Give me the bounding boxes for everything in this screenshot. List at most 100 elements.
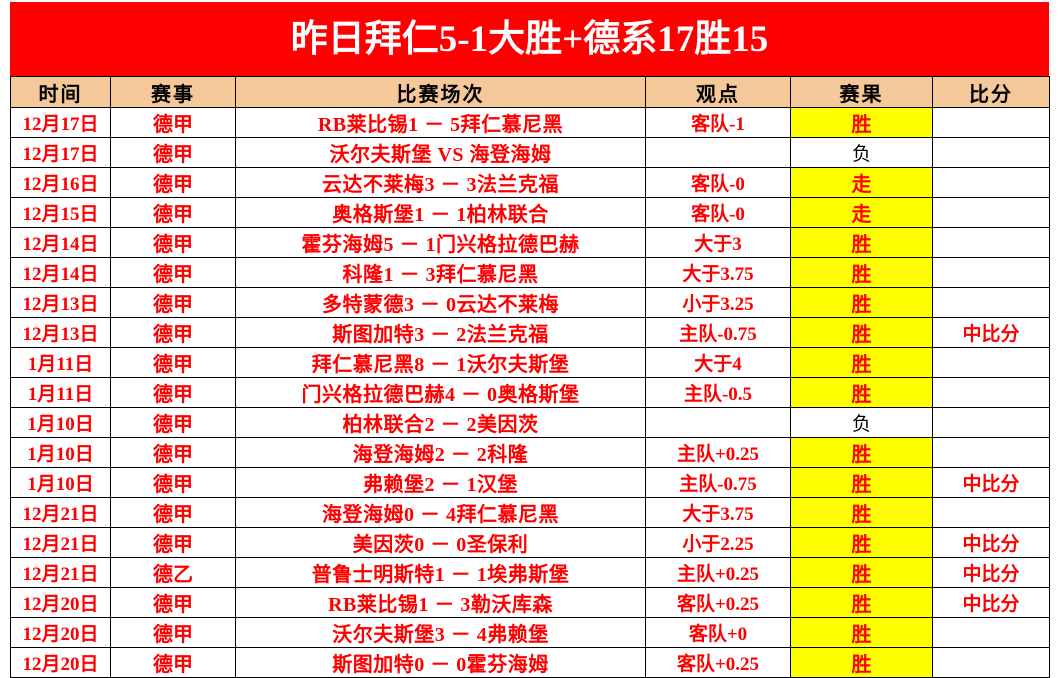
cell-match: 门兴格拉德巴赫4 － 0奥格斯堡 [235, 377, 646, 408]
table-row: 12月13日 德甲 多特蒙德3 － 0云达不莱梅 小于3.25 胜 [10, 287, 1050, 318]
cell-match: 云达不莱梅3 － 3法兰克福 [235, 167, 646, 198]
cell-score [932, 137, 1050, 168]
cell-match: 拜仁慕尼黑8 － 1沃尔夫斯堡 [235, 347, 646, 378]
cell-time: 1月11日 [10, 377, 111, 408]
cell-time: 12月14日 [10, 227, 111, 258]
cell-view: 大于3.75 [645, 257, 791, 288]
cell-league: 德甲 [110, 167, 236, 198]
table-row: 1月11日 德甲 拜仁慕尼黑8 － 1沃尔夫斯堡 大于4 胜 [10, 347, 1050, 378]
page-root: 昨日拜仁5-1大胜+德系17胜15 时间 赛事 比赛场次 观点 赛果 比分 12… [10, 2, 1050, 678]
cell-league: 德甲 [110, 197, 236, 228]
cell-league: 德甲 [110, 527, 236, 558]
status-badge: 走 [790, 167, 933, 198]
cell-score: 中比分 [932, 587, 1050, 618]
cell-match: 奥格斯堡1 － 1柏林联合 [235, 197, 646, 228]
table-row: 12月21日 德甲 美因茨0 － 0圣保利 小于2.25 胜中比分 [10, 527, 1050, 558]
cell-view: 主队-0.5 [645, 377, 791, 408]
cell-match: RB莱比锡1 － 5拜仁慕尼黑 [235, 107, 646, 138]
status-badge: 胜 [790, 527, 933, 558]
cell-score [932, 617, 1050, 648]
cell-view: 小于3.25 [645, 287, 791, 318]
column-header-league: 赛事 [110, 76, 236, 108]
cell-score [932, 197, 1050, 228]
cell-match: 沃尔夫斯堡3 － 4弗赖堡 [235, 617, 646, 648]
cell-score: 中比分 [932, 557, 1050, 588]
cell-time: 1月11日 [10, 347, 111, 378]
cell-league: 德甲 [110, 587, 236, 618]
cell-score [932, 437, 1050, 468]
cell-score [932, 377, 1050, 408]
cell-score: 中比分 [932, 317, 1050, 348]
status-badge: 胜 [790, 467, 933, 498]
table-row: 12月21日 德乙 普鲁士明斯特1 － 1埃弗斯堡 主队+0.25 胜中比分 [10, 557, 1050, 588]
cell-score: 中比分 [932, 467, 1050, 498]
cell-view: 主队-0.75 [645, 467, 791, 498]
status-badge: 负 [790, 137, 933, 168]
cell-score [932, 287, 1050, 318]
cell-time: 12月21日 [10, 527, 111, 558]
cell-league: 德甲 [110, 407, 236, 438]
column-header-view: 观点 [645, 76, 791, 108]
status-badge: 胜 [790, 257, 933, 288]
table-row: 12月20日 德甲 RB莱比锡1 － 3勒沃库森 客队+0.25 胜中比分 [10, 587, 1050, 618]
table-row: 12月20日 德甲 斯图加特0 － 0霍芬海姆 客队+0.25 胜 [10, 647, 1050, 678]
cell-score [932, 647, 1050, 678]
page-title: 昨日拜仁5-1大胜+德系17胜15 [290, 18, 769, 60]
cell-match: 沃尔夫斯堡 VS 海登海姆 [235, 137, 646, 168]
cell-time: 12月13日 [10, 287, 111, 318]
status-badge: 胜 [790, 227, 933, 258]
status-badge: 胜 [790, 617, 933, 648]
column-header-match: 比赛场次 [235, 76, 646, 108]
cell-league: 德甲 [110, 647, 236, 678]
cell-league: 德甲 [110, 317, 236, 348]
cell-match: 海登海姆0 － 4拜仁慕尼黑 [235, 497, 646, 528]
cell-league: 德甲 [110, 347, 236, 378]
cell-view: 主队+0.25 [645, 437, 791, 468]
table-header: 时间 赛事 比赛场次 观点 赛果 比分 [10, 76, 1050, 108]
cell-match: 科隆1 － 3拜仁慕尼黑 [235, 257, 646, 288]
cell-match: 弗赖堡2 － 1汉堡 [235, 467, 646, 498]
cell-time: 12月17日 [10, 137, 111, 168]
cell-view: 主队+0.25 [645, 557, 791, 588]
status-badge: 胜 [790, 347, 933, 378]
cell-view: 大于4 [645, 347, 791, 378]
cell-match: RB莱比锡1 － 3勒沃库森 [235, 587, 646, 618]
table-row: 1月10日 德甲 弗赖堡2 － 1汉堡 主队-0.75 胜中比分 [10, 467, 1050, 498]
cell-view: 主队-0.75 [645, 317, 791, 348]
cell-score [932, 407, 1050, 438]
cell-league: 德甲 [110, 227, 236, 258]
column-header-result: 赛果 [790, 76, 933, 108]
table-row: 12月17日 德甲 沃尔夫斯堡 VS 海登海姆 负 [10, 137, 1050, 168]
cell-view: 客队+0 [645, 617, 791, 648]
cell-match: 多特蒙德3 － 0云达不莱梅 [235, 287, 646, 318]
cell-match: 斯图加特0 － 0霍芬海姆 [235, 647, 646, 678]
cell-view: 客队-0 [645, 197, 791, 228]
cell-league: 德甲 [110, 437, 236, 468]
status-badge: 走 [790, 197, 933, 228]
status-badge: 负 [790, 407, 933, 438]
cell-league: 德甲 [110, 137, 236, 168]
cell-score [932, 107, 1050, 138]
cell-time: 12月21日 [10, 497, 111, 528]
cell-view [645, 407, 791, 438]
cell-score [932, 257, 1050, 288]
cell-league: 德甲 [110, 497, 236, 528]
cell-score [932, 347, 1050, 378]
cell-view: 小于2.25 [645, 527, 791, 558]
cell-time: 1月10日 [10, 467, 111, 498]
cell-view: 客队+0.25 [645, 587, 791, 618]
cell-view: 大于3.75 [645, 497, 791, 528]
cell-match: 美因茨0 － 0圣保利 [235, 527, 646, 558]
cell-view [645, 137, 791, 168]
cell-league: 德甲 [110, 467, 236, 498]
cell-time: 1月10日 [10, 407, 111, 438]
cell-time: 12月20日 [10, 647, 111, 678]
cell-time: 12月16日 [10, 167, 111, 198]
cell-match: 海登海姆2 － 2科隆 [235, 437, 646, 468]
table-row: 12月16日 德甲 云达不莱梅3 － 3法兰克福 客队-0 走 [10, 167, 1050, 198]
table-row: 12月20日 德甲 沃尔夫斯堡3 － 4弗赖堡 客队+0 胜 [10, 617, 1050, 648]
cell-time: 1月10日 [10, 437, 111, 468]
table-row: 12月13日 德甲 斯图加特3 － 2法兰克福 主队-0.75 胜中比分 [10, 317, 1050, 348]
table-row: 1月11日 德甲 门兴格拉德巴赫4 － 0奥格斯堡 主队-0.5 胜 [10, 377, 1050, 408]
status-badge: 胜 [790, 287, 933, 318]
